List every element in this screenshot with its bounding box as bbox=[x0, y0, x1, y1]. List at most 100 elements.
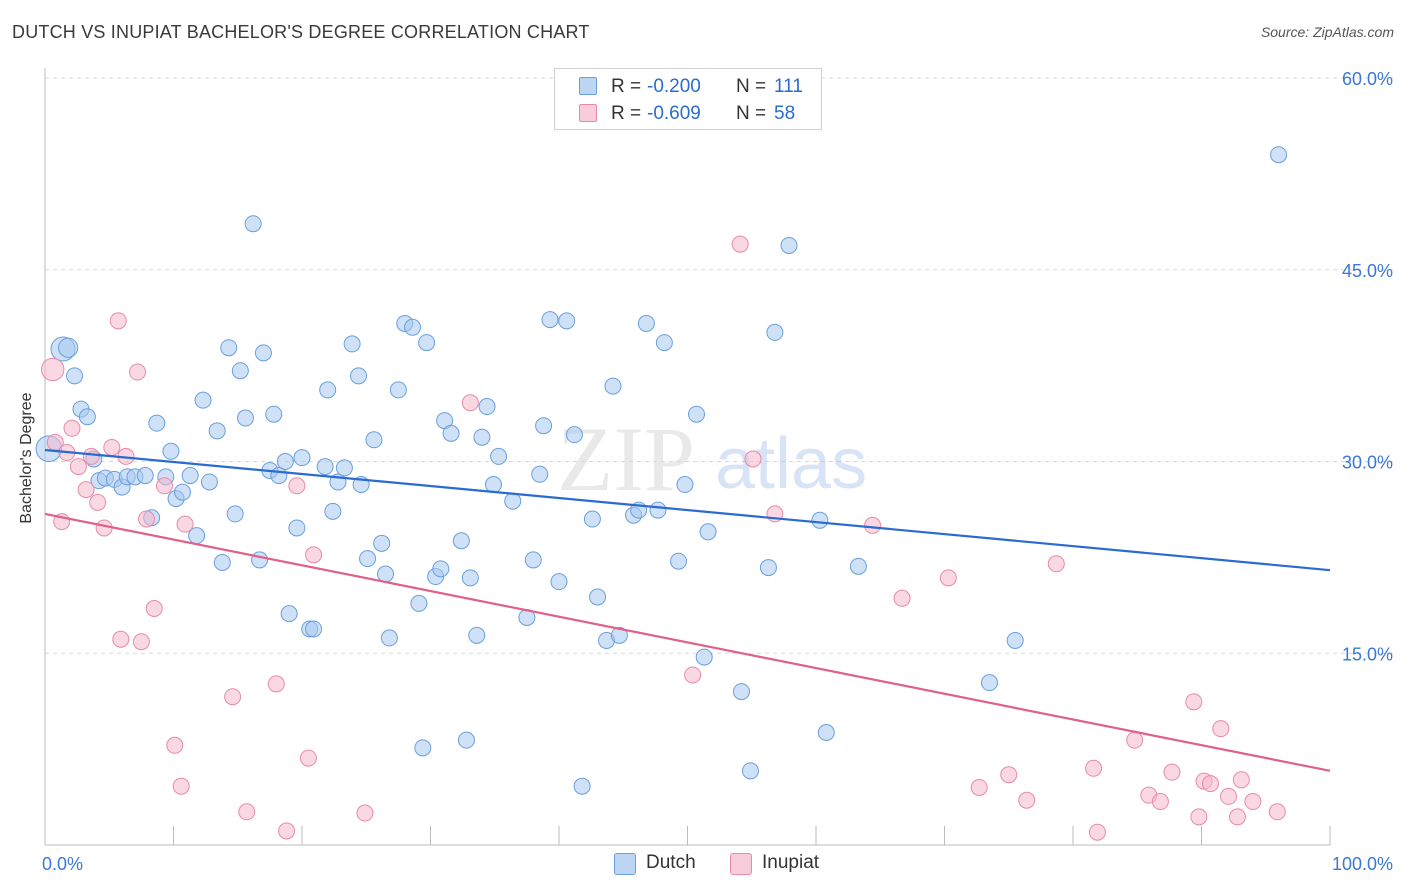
inupiat-point bbox=[145, 600, 163, 618]
dutch-point bbox=[732, 683, 750, 701]
y-tick-label: 45.0% bbox=[1342, 261, 1393, 281]
inupiat-point bbox=[1085, 759, 1103, 777]
dutch-point bbox=[280, 605, 298, 623]
dutch-point bbox=[589, 588, 607, 606]
dutch-point bbox=[324, 502, 342, 520]
inupiat-point bbox=[1212, 720, 1230, 738]
inupiat-point bbox=[288, 477, 306, 495]
x-tick-label: 0.0% bbox=[42, 854, 83, 874]
dutch-point bbox=[442, 424, 460, 442]
inupiat-point bbox=[109, 312, 127, 330]
inupiat-point bbox=[278, 822, 296, 840]
y-tick-label: 60.0% bbox=[1342, 69, 1393, 89]
dutch-point bbox=[236, 409, 254, 427]
chart-title: DUTCH VS INUPIAT BACHELOR'S DEGREE CORRE… bbox=[12, 22, 590, 42]
inupiat-point bbox=[267, 675, 285, 693]
legend-r-value: -0.200 bbox=[647, 76, 701, 97]
dutch-point bbox=[66, 367, 84, 385]
dutch-point bbox=[531, 465, 549, 483]
dutch-point bbox=[136, 467, 154, 485]
dutch-point bbox=[849, 557, 867, 575]
dutch-point bbox=[231, 362, 249, 380]
inupiat-point bbox=[939, 569, 957, 587]
inupiat-point bbox=[69, 458, 87, 476]
inupiat-point bbox=[132, 633, 150, 651]
y-axis-title: Bachelor's Degree bbox=[18, 392, 35, 524]
inupiat-point bbox=[82, 447, 100, 465]
dutch-point bbox=[980, 674, 998, 692]
inupiat-point bbox=[1232, 771, 1250, 789]
dutch-point bbox=[432, 560, 450, 578]
inupiat-point bbox=[1219, 787, 1237, 805]
dutch-point bbox=[550, 573, 568, 591]
dutch-point bbox=[173, 483, 191, 501]
dutch-point bbox=[220, 339, 238, 357]
inupiat-point bbox=[1163, 763, 1181, 781]
dutch-point bbox=[213, 553, 231, 571]
dutch-point bbox=[610, 626, 628, 644]
dutch-point bbox=[418, 334, 436, 352]
legend-n-value: 111 bbox=[774, 76, 803, 97]
dutch-swatch bbox=[579, 77, 597, 95]
dutch-point bbox=[484, 476, 502, 494]
inupiat-point bbox=[1000, 766, 1018, 784]
x-tick-label: 100.0% bbox=[1332, 854, 1393, 874]
dutch-point bbox=[78, 408, 96, 426]
dutch-point bbox=[305, 620, 323, 638]
dutch-point bbox=[359, 550, 377, 568]
dutch-point bbox=[699, 523, 717, 541]
inupiat-point bbox=[1088, 823, 1106, 841]
inupiat-swatch bbox=[579, 104, 597, 122]
watermark-zip: ZIP bbox=[557, 408, 695, 510]
dutch-point bbox=[389, 381, 407, 399]
inupiat-point bbox=[238, 803, 256, 821]
y-tick-label: 30.0% bbox=[1342, 453, 1393, 473]
dutch-point bbox=[649, 501, 667, 519]
inupiat-point bbox=[1228, 808, 1246, 826]
inupiat-point bbox=[744, 450, 762, 468]
inupiat-point bbox=[461, 394, 479, 412]
inupiat-point bbox=[864, 516, 882, 534]
inupiat-point bbox=[1018, 791, 1036, 809]
watermark-atlas: atlas bbox=[715, 424, 867, 504]
dutch-point bbox=[335, 459, 353, 477]
inupiat-point bbox=[1047, 555, 1065, 573]
source-label: Source: ZipAtlas.com bbox=[1260, 24, 1394, 40]
dutch-point bbox=[468, 626, 486, 644]
dutch-point bbox=[293, 449, 311, 467]
dutch-point bbox=[58, 337, 79, 358]
inupiat-point bbox=[684, 666, 702, 684]
dutch-point bbox=[380, 629, 398, 647]
dutch-point bbox=[490, 447, 508, 465]
dutch-point bbox=[319, 381, 337, 399]
inupiat-point bbox=[156, 477, 174, 495]
inupiat-point bbox=[305, 546, 323, 564]
legend-r-label: R = bbox=[611, 76, 642, 97]
dutch-point bbox=[148, 414, 166, 432]
inupiat-point bbox=[1244, 793, 1262, 811]
dutch-point bbox=[276, 453, 294, 470]
dutch-point bbox=[316, 458, 334, 476]
dutch-point bbox=[226, 505, 244, 523]
dutch-point bbox=[565, 426, 583, 444]
inupiat-point bbox=[103, 438, 121, 456]
correlation-legend: R = -0.200 N = 111 R = -0.609 N = 58 bbox=[554, 68, 822, 130]
dutch-point bbox=[270, 467, 288, 485]
legend-label-inupiat: Inupiat bbox=[762, 852, 820, 873]
dutch-point bbox=[583, 510, 601, 528]
inupiat-point bbox=[89, 493, 107, 511]
dutch-point bbox=[541, 311, 559, 329]
dutch-point bbox=[194, 391, 212, 409]
inupiat-point bbox=[893, 589, 911, 607]
dutch-point bbox=[254, 344, 272, 362]
dutch-point bbox=[265, 405, 283, 423]
inupiat-point bbox=[172, 777, 190, 795]
dutch-point bbox=[373, 534, 391, 552]
dutch-point bbox=[473, 428, 491, 446]
inupiat-point bbox=[112, 630, 130, 648]
dutch-point bbox=[741, 762, 759, 780]
dutch-point bbox=[365, 431, 383, 449]
inupiat-point bbox=[1268, 803, 1286, 821]
inupiat-point bbox=[1201, 775, 1219, 793]
